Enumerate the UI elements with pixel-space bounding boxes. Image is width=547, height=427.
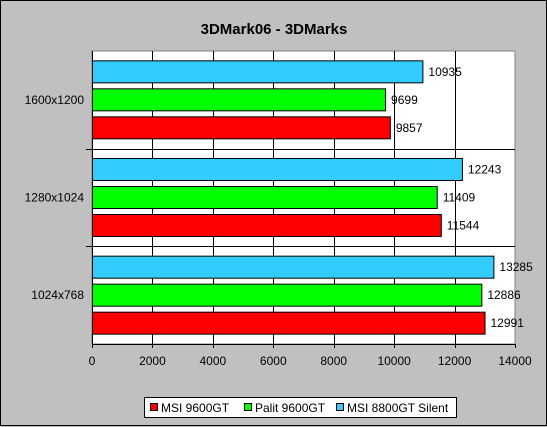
- data-label: 9699: [391, 93, 418, 107]
- legend-label: Palit 9600GT: [255, 401, 326, 415]
- x-tick-label: 8000: [320, 354, 347, 368]
- data-label: 10935: [428, 65, 462, 79]
- data-label: 12886: [487, 288, 521, 302]
- data-label: 11544: [447, 219, 480, 233]
- data-label: 11409: [443, 191, 476, 205]
- legend-label: MSI 8800GT Silent: [347, 401, 449, 415]
- bar: [92, 255, 495, 279]
- chart-title: 3DMark06 - 3DMarks: [201, 21, 348, 38]
- category-label: 1280x1024: [25, 191, 85, 205]
- bar: [92, 214, 442, 237]
- x-tick-label: 6000: [260, 354, 287, 368]
- x-tick-label: 0: [89, 354, 96, 368]
- bar: [92, 283, 483, 307]
- bar: [92, 116, 391, 140]
- bar: [92, 186, 438, 209]
- category-label: 1600x1200: [25, 93, 85, 107]
- x-tick-label: 4000: [200, 354, 227, 368]
- bar: [92, 158, 463, 181]
- bar: [92, 311, 486, 335]
- category-label: 1024x768: [31, 288, 84, 302]
- bar: [92, 88, 387, 112]
- data-label: 12243: [468, 163, 502, 177]
- legend-swatch: [244, 403, 252, 411]
- x-tick-label: 2000: [139, 354, 166, 368]
- data-label: 13285: [499, 260, 533, 274]
- bar: [92, 60, 424, 84]
- x-tick-label: 14000: [498, 354, 532, 368]
- data-label: 9857: [396, 121, 423, 135]
- x-tick-label: 10000: [377, 354, 411, 368]
- legend-box: [144, 397, 457, 418]
- legend-swatch: [150, 403, 158, 411]
- legend-label: MSI 9600GT: [161, 401, 230, 415]
- x-tick-label: 12000: [438, 354, 472, 368]
- legend-swatch: [336, 403, 344, 411]
- data-label: 12991: [491, 316, 525, 330]
